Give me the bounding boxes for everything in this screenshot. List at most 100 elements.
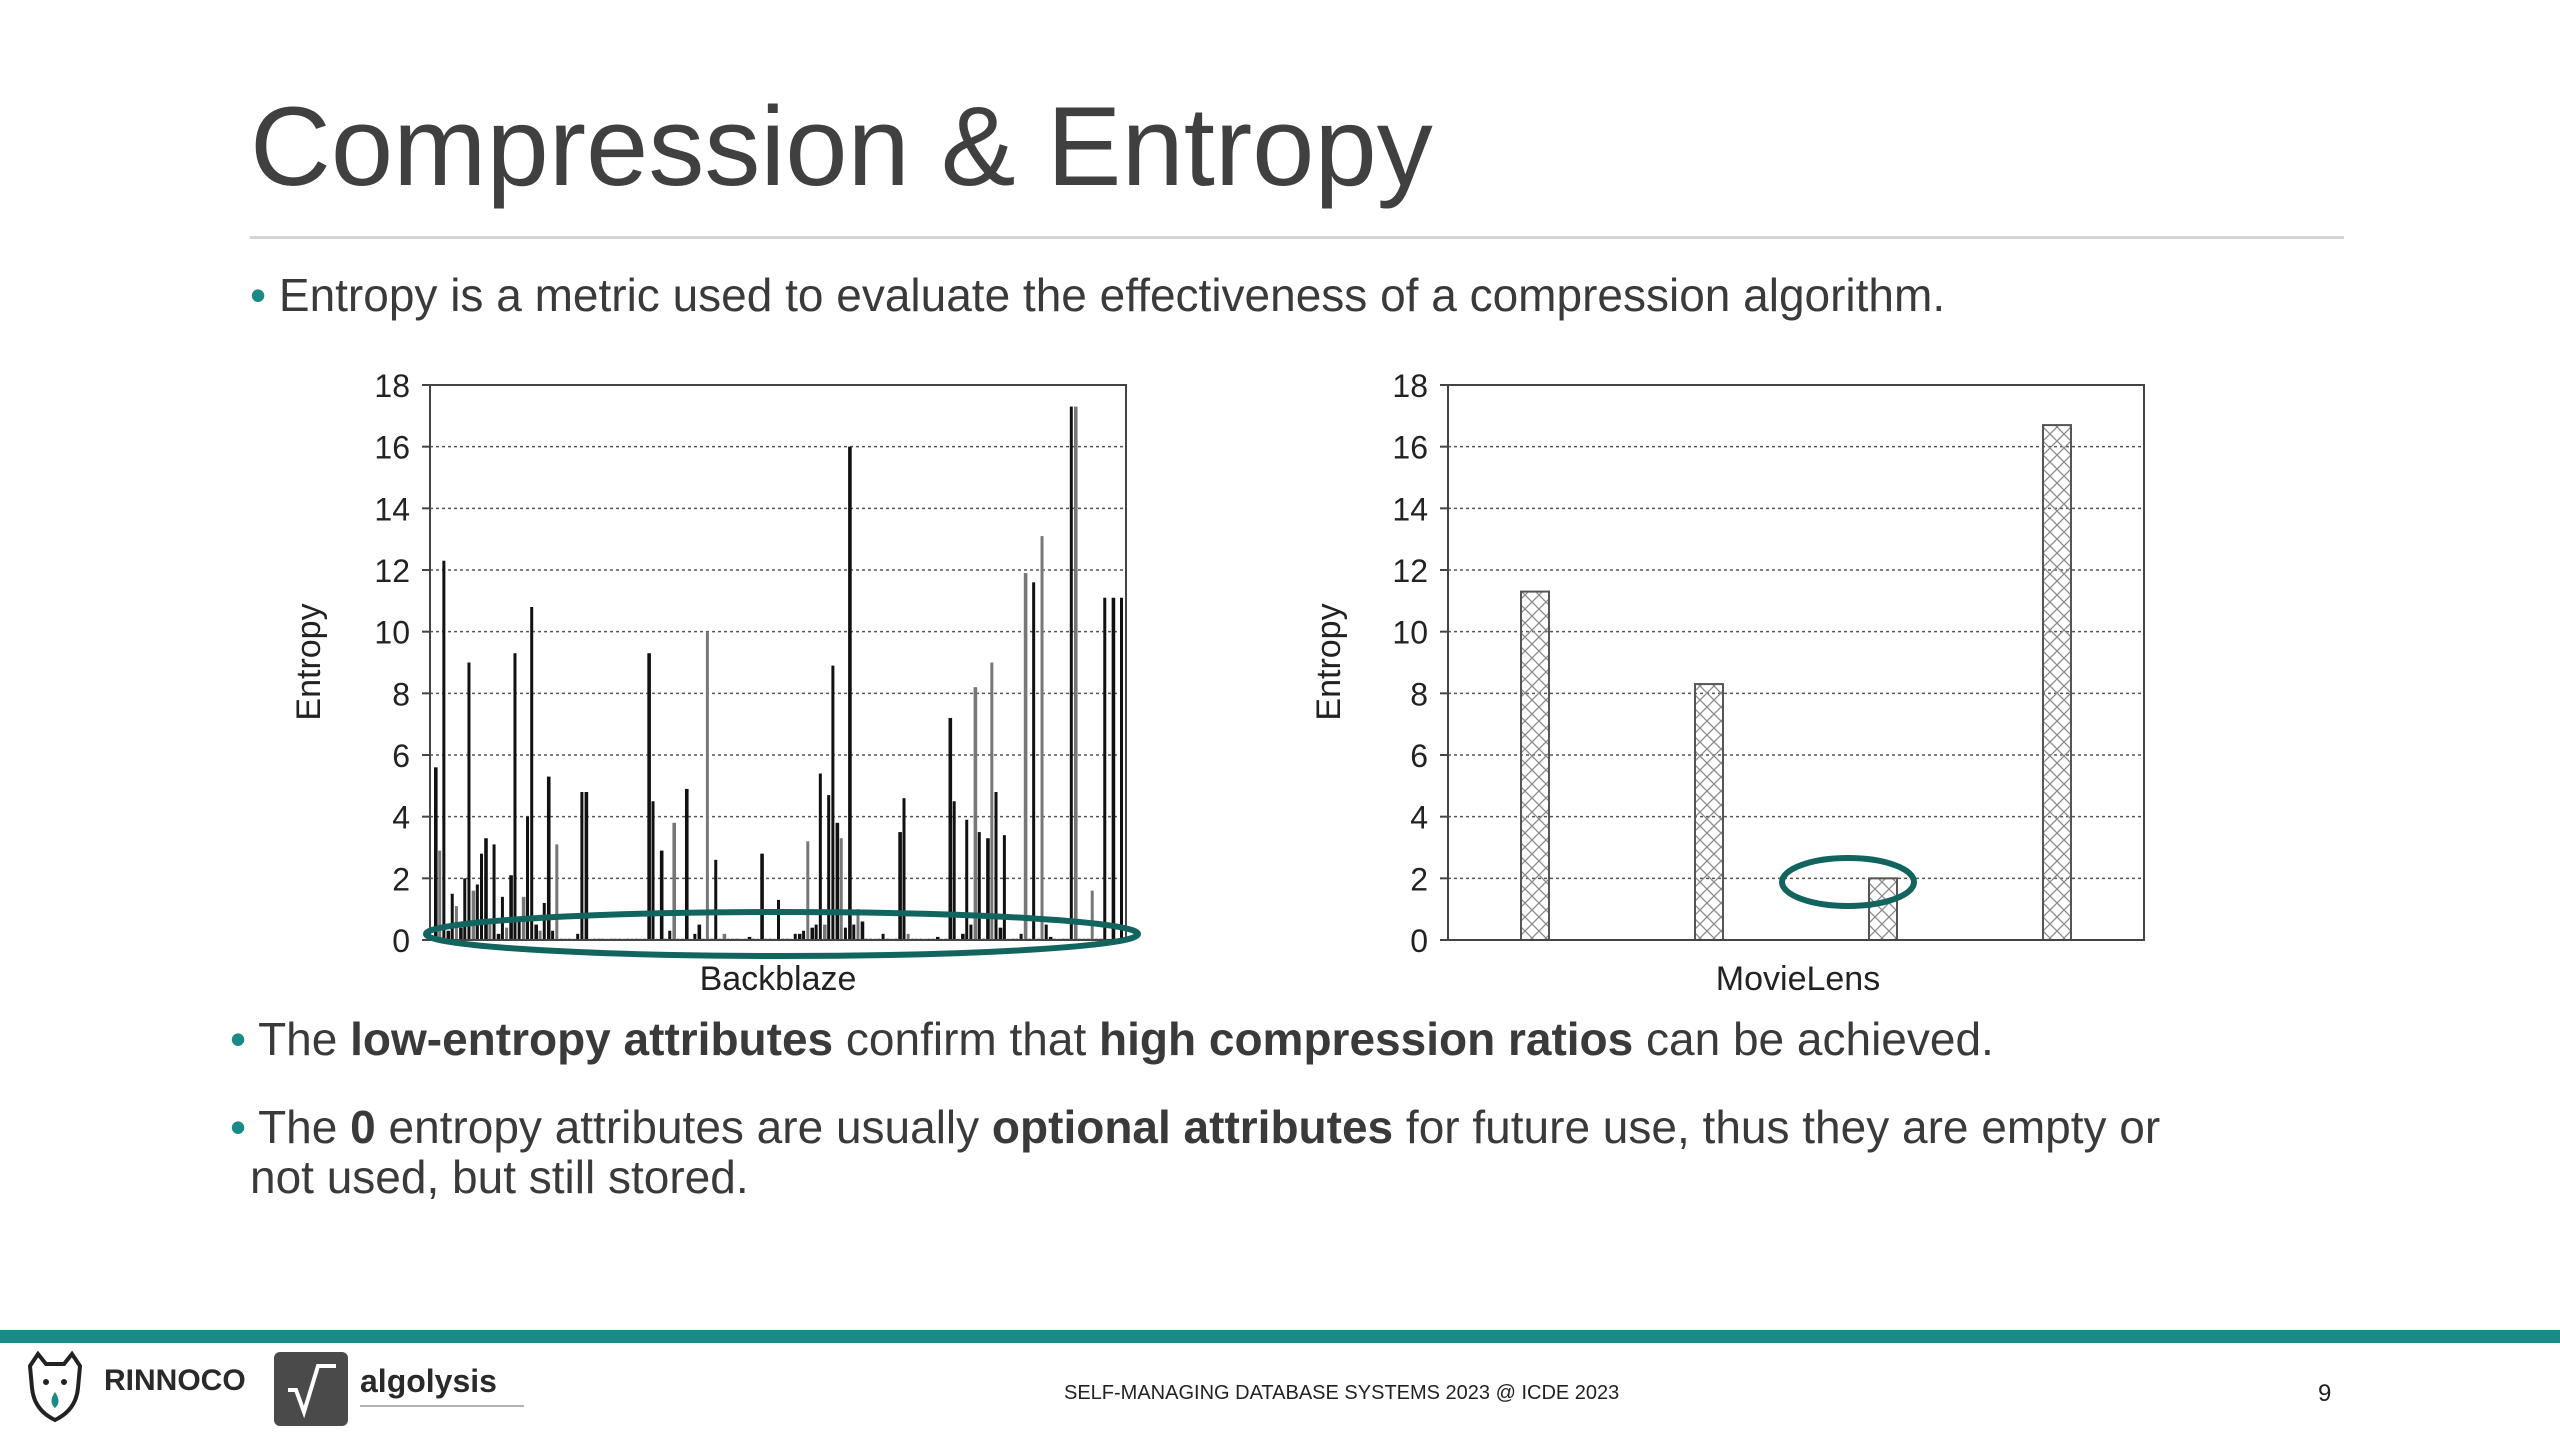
bar — [492, 844, 496, 940]
bar — [848, 446, 852, 940]
bar — [496, 933, 501, 940]
footer-conference: SELF-MANAGING DATABASE SYSTEMS 2023 @ IC… — [1064, 1382, 1620, 1404]
bar — [647, 653, 651, 940]
bar — [509, 875, 513, 940]
bar — [797, 933, 802, 940]
bar — [961, 933, 965, 940]
bar — [434, 767, 438, 940]
bar — [546, 776, 551, 940]
y-tick-label: 0 — [392, 923, 410, 959]
bar — [505, 927, 509, 940]
bar — [1032, 582, 1036, 940]
bar — [1111, 597, 1116, 940]
bar — [852, 924, 856, 940]
y-tick-label: 10 — [1392, 615, 1428, 651]
bar — [484, 838, 488, 940]
bullet-text-bold: 0 — [350, 1101, 376, 1153]
bar — [827, 795, 831, 940]
bar — [684, 788, 689, 940]
y-tick-label: 4 — [1410, 800, 1428, 836]
bar — [722, 933, 727, 940]
bar — [986, 838, 990, 940]
bar — [1120, 597, 1123, 940]
rinnoco-wordmark: RINNOCO — [104, 1364, 246, 1397]
bar — [542, 903, 546, 940]
bullet-text-part: The — [258, 1013, 351, 1065]
page-number: 9 — [2318, 1380, 2332, 1407]
bullet-marker: • — [230, 1013, 247, 1065]
bar — [831, 665, 835, 940]
bar — [1090, 890, 1094, 940]
rinnoco-logo: RINNOCO — [24, 1348, 264, 1433]
y-tick-label: 0 — [1410, 923, 1428, 959]
bar — [471, 890, 476, 940]
title-divider — [250, 236, 2344, 239]
bar — [843, 927, 847, 940]
bar — [517, 921, 521, 940]
bar — [467, 662, 471, 940]
bar — [1694, 683, 1724, 942]
bar — [998, 927, 1003, 940]
bar — [668, 930, 672, 940]
bar — [810, 927, 815, 940]
bar — [818, 773, 822, 940]
y-tick-label: 12 — [1392, 553, 1428, 589]
highlight-ellipse — [1779, 855, 1917, 909]
bar — [538, 930, 542, 940]
bar — [651, 801, 655, 940]
x-axis-label: MovieLens — [1716, 960, 1880, 998]
y-tick-label: 2 — [392, 861, 410, 897]
algolysis-logo: algolysis — [274, 1350, 544, 1435]
bar — [2042, 424, 2072, 942]
bar — [806, 841, 810, 940]
bullet-text-bold: low-entropy attributes — [350, 1013, 834, 1065]
y-tick-label: 8 — [1410, 676, 1428, 712]
y-tick-label: 18 — [374, 368, 410, 404]
slide-title: Compression & Entropy — [250, 84, 1433, 209]
bullet-text-part: The — [258, 1101, 351, 1153]
bar — [1073, 406, 1078, 940]
bar — [839, 838, 843, 940]
bullet-text-part: confirm that — [833, 1013, 1100, 1065]
bar — [714, 859, 718, 940]
bullet-text-part: can be achieved. — [1633, 1013, 1994, 1065]
bar — [747, 936, 752, 940]
bullet-entropy-definition: • Entropy is a metric used to evaluate t… — [250, 268, 1945, 322]
y-tick-label: 16 — [1392, 430, 1428, 466]
bar — [802, 930, 806, 940]
y-tick-label: 16 — [374, 430, 410, 466]
bar — [705, 631, 709, 940]
algolysis-emblem-icon — [274, 1352, 348, 1426]
bar — [935, 936, 940, 940]
bullet-marker: • — [250, 269, 267, 321]
y-tick-label: 2 — [1410, 861, 1428, 897]
y-tick-label: 8 — [392, 676, 410, 712]
bar — [814, 924, 818, 940]
bar — [488, 924, 492, 940]
bar — [948, 718, 953, 940]
chart-movielens: 0 2 4 6 8 10 12 14 16 18 Entropy MovieLens — [1310, 368, 2145, 998]
bar — [760, 853, 764, 940]
y-tick-label: 6 — [392, 738, 410, 774]
bar — [881, 933, 885, 940]
y-tick-label: 10 — [374, 615, 410, 651]
bar — [1048, 936, 1053, 940]
bar — [526, 816, 530, 940]
bar — [793, 933, 797, 940]
bar — [823, 924, 827, 940]
algolysis-wordmark: algolysis — [360, 1363, 497, 1399]
bar — [580, 792, 584, 940]
bar — [969, 924, 973, 940]
bullet-low-entropy: • The low-entropy attributes confirm tha… — [230, 1012, 1994, 1066]
bar — [977, 832, 981, 940]
bar — [1103, 597, 1107, 940]
bullet-text-part: entropy attributes are usually — [375, 1101, 992, 1153]
bullet-text-bold: optional attributes — [991, 1101, 1394, 1153]
bar — [965, 819, 969, 940]
bar — [906, 933, 910, 940]
y-tick-label: 14 — [1392, 491, 1428, 527]
bar — [1044, 924, 1048, 940]
bullet-zero-entropy-line2: not used, but still stored. — [250, 1151, 749, 1203]
bullet-marker: • — [230, 1101, 247, 1153]
bar — [902, 798, 906, 940]
